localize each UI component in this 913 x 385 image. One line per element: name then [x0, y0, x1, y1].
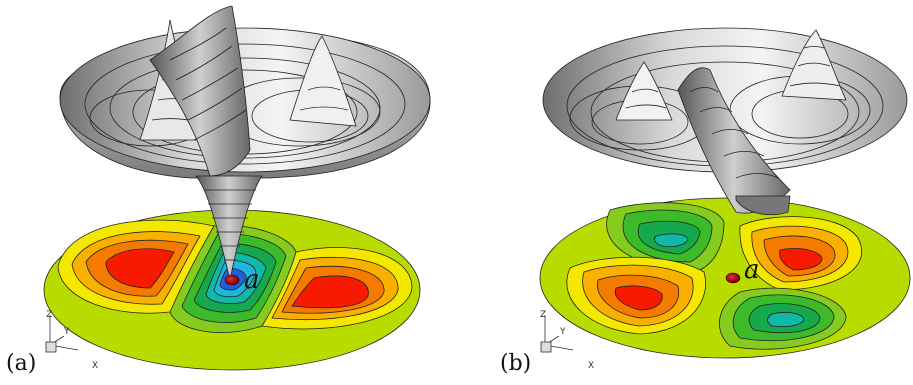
- svg-text:Z: Z: [540, 310, 546, 320]
- valley-b: [677, 67, 791, 214]
- panel-label-b: (b): [500, 351, 531, 376]
- cup-b: [735, 195, 791, 216]
- svg-text:X: X: [588, 361, 594, 371]
- lobe-ul-teal: [654, 233, 689, 248]
- lobe-ll-red: [614, 285, 663, 311]
- lobe-ur-red: [779, 248, 823, 271]
- lobe-right-red: [291, 275, 369, 309]
- point-b-label: a: [744, 255, 760, 285]
- svg-text:Z: Z: [46, 310, 52, 320]
- svg-text:Y: Y: [63, 327, 70, 337]
- point-b-marker: [725, 272, 741, 284]
- surface-b: [542, 27, 908, 216]
- axis-triad-b: Z Y X: [540, 310, 594, 371]
- panel-label-a: (a): [6, 351, 36, 376]
- left-peak-b: [615, 61, 673, 121]
- surface-a: [59, 5, 431, 281]
- right-peak-a: [289, 35, 357, 127]
- lobe-lr-teal: [767, 312, 805, 328]
- panel-b: a Z Y X (b): [500, 27, 911, 376]
- ridge-a: [149, 5, 251, 177]
- panel-a: a Z Y X (a): [6, 5, 431, 376]
- contour-plane-b: [539, 197, 911, 359]
- svg-text:X: X: [92, 361, 98, 371]
- point-a-marker: [224, 274, 240, 286]
- point-a-label: a: [244, 265, 260, 295]
- axis-triad-a: Z Y X: [45, 310, 98, 371]
- lobe-left-red: [105, 248, 175, 289]
- svg-text:Y: Y: [559, 327, 566, 337]
